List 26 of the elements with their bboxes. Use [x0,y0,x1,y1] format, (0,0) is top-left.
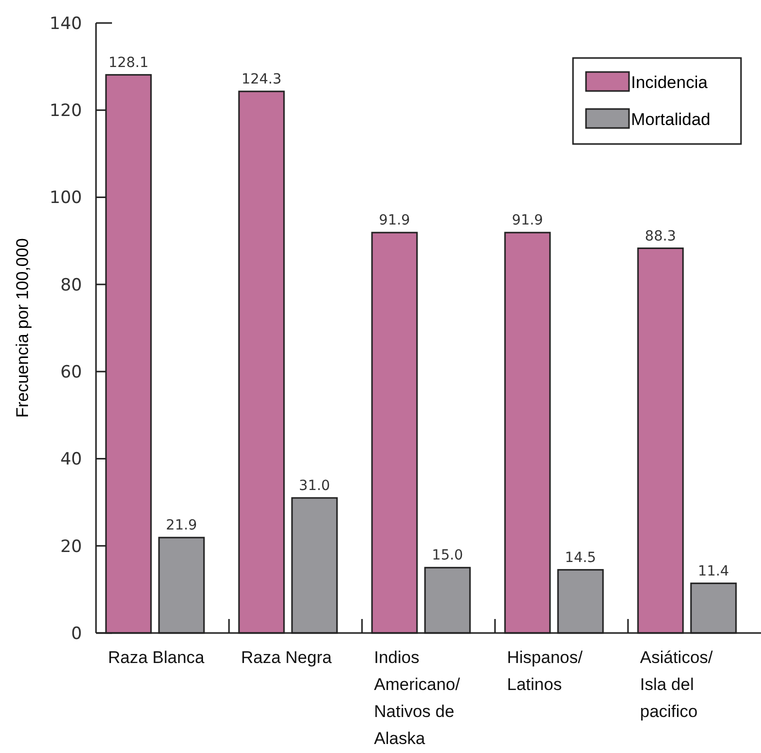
y-tick-label: 80 [60,275,82,296]
x-tick-label: Raza Blanca [108,648,205,667]
data-label: 124.3 [241,71,282,88]
data-label: 21.9 [166,518,198,534]
y-tick-label: 40 [60,450,82,470]
data-label: 11.4 [698,563,730,580]
data-label: 31.0 [298,478,330,494]
y-tick-label: 0 [71,624,82,644]
data-label: 88.3 [644,228,676,244]
legend-label: Mortalidad [631,110,710,129]
y-axis-title: Frecuencia por 100,000 [13,238,32,418]
y-tick-label: 60 [60,362,82,383]
data-label: 14.5 [564,550,596,566]
x-tick-label: Asiáticos/ Isla del pacifico [640,648,714,721]
y-tick-label: 120 [50,101,82,122]
y-tick-label: 20 [60,536,82,557]
x-tick-label: Raza Negra [241,648,332,667]
data-label: 15.0 [432,548,464,564]
data-label: 91.9 [378,212,410,229]
y-tick-label: 140 [50,14,82,34]
data-label: 91.9 [512,212,544,229]
x-tick-label: Hispanos/ Latinos [507,648,583,694]
x-tick-label: Indios Americano/ Nativos de Alaska [374,648,460,748]
data-label: 128.1 [108,54,149,71]
y-tick-label: 100 [50,188,82,208]
legend-label: Incidencia [631,72,708,92]
